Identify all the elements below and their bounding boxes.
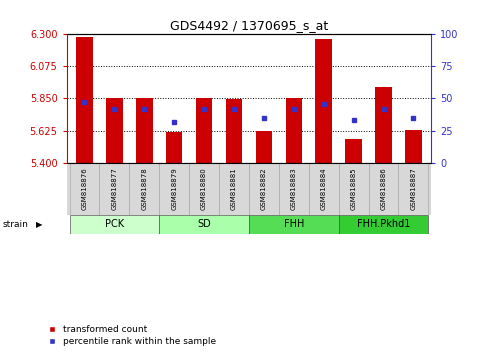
Bar	[316, 39, 332, 163]
Text: FHH: FHH	[283, 219, 304, 229]
Bar	[285, 98, 302, 163]
Text: GSM818887: GSM818887	[411, 168, 417, 210]
Text: GSM818877: GSM818877	[111, 168, 117, 210]
Bar	[369, 163, 398, 215]
Text: GSM818881: GSM818881	[231, 168, 237, 210]
Text: strain: strain	[2, 220, 28, 229]
Bar	[256, 131, 272, 163]
Bar	[405, 130, 422, 163]
Bar	[166, 132, 182, 163]
Bar	[226, 99, 242, 163]
Bar	[76, 36, 93, 163]
Bar	[159, 163, 189, 215]
Text: GSM818884: GSM818884	[321, 168, 327, 210]
Bar	[196, 98, 212, 163]
Text: PCK: PCK	[105, 219, 124, 229]
Text: GSM818878: GSM818878	[141, 168, 147, 210]
Text: GSM818880: GSM818880	[201, 168, 207, 210]
Bar	[339, 163, 369, 215]
Text: GSM818879: GSM818879	[171, 168, 177, 210]
Bar	[249, 215, 339, 234]
Bar	[106, 98, 123, 163]
Legend: transformed count, percentile rank within the sample: transformed count, percentile rank withi…	[49, 325, 216, 346]
Bar	[339, 215, 428, 234]
Bar	[249, 163, 279, 215]
Bar	[309, 163, 339, 215]
Bar	[129, 163, 159, 215]
Text: GSM818882: GSM818882	[261, 168, 267, 210]
Bar	[375, 87, 392, 163]
Text: FHH.Pkhd1: FHH.Pkhd1	[357, 219, 410, 229]
Bar	[70, 163, 100, 215]
Bar	[279, 163, 309, 215]
Text: GSM818885: GSM818885	[351, 168, 356, 210]
Text: GSM818883: GSM818883	[291, 168, 297, 210]
Bar	[189, 163, 219, 215]
Text: GSM818876: GSM818876	[81, 168, 87, 210]
Bar	[219, 163, 249, 215]
Bar	[398, 163, 428, 215]
Text: SD: SD	[197, 219, 211, 229]
Bar	[70, 215, 159, 234]
Text: GSM818886: GSM818886	[381, 168, 387, 210]
Bar	[136, 98, 152, 163]
Bar	[159, 215, 249, 234]
Bar	[346, 139, 362, 163]
Text: ▶: ▶	[36, 220, 42, 229]
Title: GDS4492 / 1370695_s_at: GDS4492 / 1370695_s_at	[170, 19, 328, 33]
Bar	[100, 163, 129, 215]
